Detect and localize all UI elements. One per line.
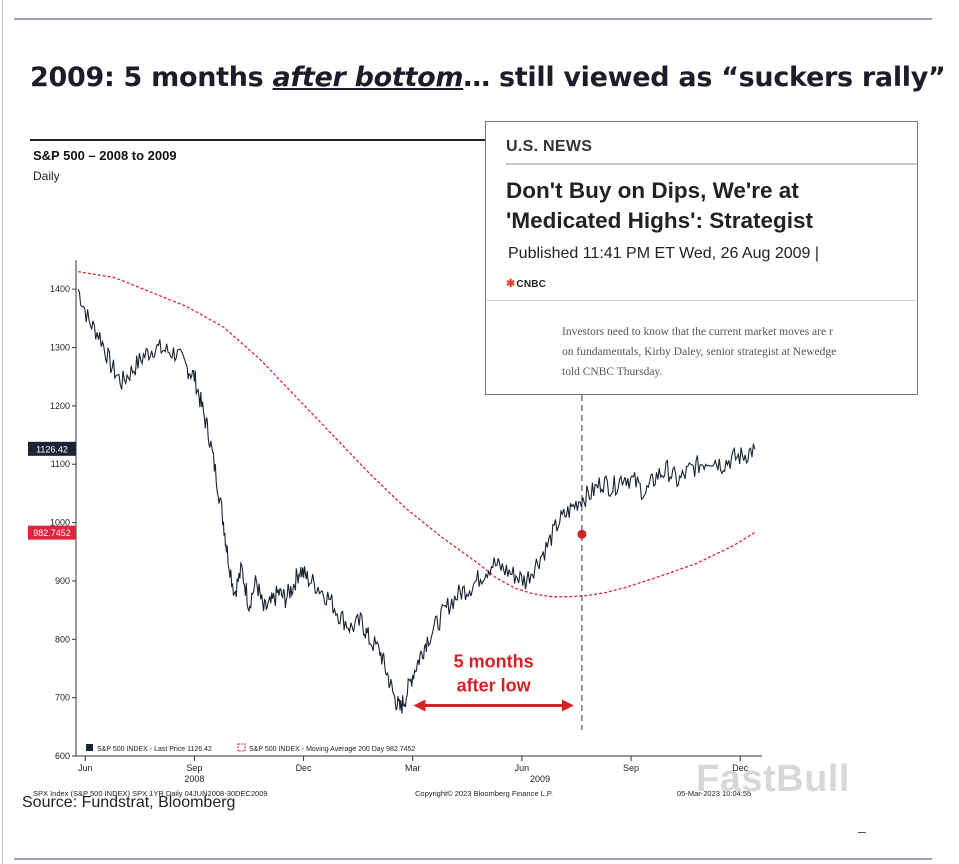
news-body: Investors need to know that the current …: [562, 322, 898, 382]
annotation-arrowhead-right: [561, 699, 574, 712]
y-tick-label: 1000: [50, 518, 70, 528]
chart-footer-center: Copyright© 2023 Bloomberg Finance L.P.: [415, 789, 553, 798]
watermark: FastBull: [696, 758, 850, 800]
chart-subtitle: Daily: [33, 169, 60, 183]
x-tick-label: Sep: [623, 763, 639, 773]
x-tick-label: Sep: [186, 763, 202, 773]
legend-swatch-price: [86, 744, 93, 751]
peacock-icon: ✱: [506, 278, 516, 290]
last-price-label-box: [28, 441, 76, 456]
chart-footer-right: 05-Mar-2023 10:04:55: [677, 789, 751, 798]
source-note: Source: Fundstrat, Bloomberg: [22, 794, 236, 811]
x-tick-label: Dec: [296, 763, 313, 773]
series-moving-average-line: [77, 271, 756, 598]
news-body-line: on fundamentals, Kirby Daley, senior str…: [562, 346, 837, 358]
x-tick-label: Dec: [732, 763, 749, 773]
slide-frame-bottom: [14, 858, 932, 860]
last-price-label: 1126.42: [36, 444, 68, 454]
annotation-text-line1: 5 months: [454, 651, 534, 671]
moving-average-label-box: [28, 525, 76, 540]
legend-price: S&P 500 INDEX - Last Price 1126.42: [97, 746, 212, 753]
title-part-2: … still viewed as “suckers rally”: [463, 62, 946, 93]
y-tick-label: 1300: [50, 343, 70, 353]
news-body-line: Investors need to know that the current …: [562, 326, 833, 338]
annotation-arrowhead-left: [413, 699, 426, 712]
title-emphasis: after bottom: [272, 62, 464, 93]
chart-top-rule: [30, 139, 485, 141]
decorative-dash: [858, 832, 866, 833]
news-logo: ✱CNBC: [506, 277, 546, 290]
chart-title: S&P 500 – 2008 to 2009: [33, 148, 177, 163]
legend-ma: S&P 500 INDEX - Moving Average 200 Day 9…: [249, 746, 415, 753]
news-section-label: U.S. NEWS: [506, 138, 593, 155]
y-tick-label: 900: [55, 576, 70, 586]
y-tick-label: 1400: [50, 284, 70, 294]
news-divider-2: [486, 300, 917, 301]
x-year-label: 2008: [184, 774, 204, 784]
moving-average-label: 982.7452: [33, 528, 71, 538]
news-body-line: told CNBC Thursday.: [562, 366, 663, 378]
y-tick-label: 600: [55, 751, 70, 761]
y-tick-label: 700: [55, 693, 70, 703]
slide-frame-top: [14, 18, 932, 20]
news-published: Published 11:41 PM ET Wed, 26 Aug 2009 |: [508, 245, 820, 262]
series-price-line: [77, 289, 756, 714]
x-tick-label: Jun: [515, 763, 530, 773]
event-marker: [577, 529, 587, 539]
legend-swatch-ma: [237, 743, 246, 752]
news-logo-text: CNBC: [516, 279, 547, 290]
x-tick-label: Jun: [78, 763, 93, 773]
x-tick-label: Mar: [405, 763, 421, 773]
y-tick-label: 800: [55, 634, 70, 644]
news-headline: Don't Buy on Dips, We're at 'Medicated H…: [506, 178, 814, 233]
x-year-label: 2009: [530, 774, 550, 784]
y-tick-label: 1200: [50, 401, 70, 411]
chart-footer-left: SPX Index (S&P 500 INDEX) SPX 1YR Daily …: [33, 789, 268, 798]
annotation-text-line2: after low: [457, 675, 532, 695]
title-part-1: 2009: 5 months: [30, 62, 273, 93]
news-divider: [506, 163, 917, 165]
slide-frame-left: [2, 0, 3, 864]
y-tick-label: 1100: [51, 459, 70, 469]
news-card: U.S. NEWS Don't Buy on Dips, We're at 'M…: [485, 121, 918, 395]
slide-title: 2009: 5 months after bottom… still viewe…: [30, 62, 946, 93]
